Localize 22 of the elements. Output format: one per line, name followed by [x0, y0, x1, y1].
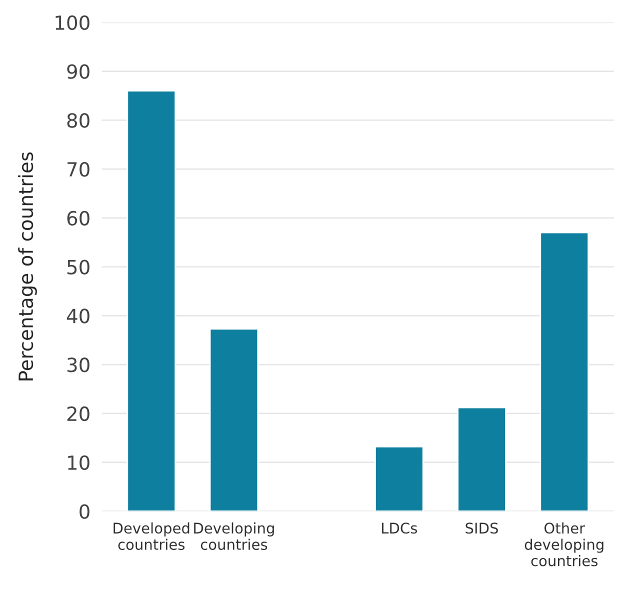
y-tick-label: 10 — [68, 455, 90, 470]
bar — [540, 232, 590, 512]
y-tick-label: 30 — [67, 358, 90, 372]
x-tick-label: Developing countries — [194, 522, 274, 550]
y-tick-label: 20 — [67, 406, 90, 422]
bar — [126, 90, 176, 512]
y-tick-label: 80 — [67, 113, 90, 128]
y-tick-label: 100 — [56, 15, 90, 30]
y-tick-label: 90 — [67, 64, 90, 79]
bar — [457, 406, 506, 512]
y-axis-title: Percentage of countries — [18, 152, 37, 380]
bar — [374, 446, 424, 512]
x-tick-label: Developed countries — [114, 522, 190, 550]
x-tick-label: Other developing countries — [524, 522, 604, 566]
y-tick-label: 60 — [67, 210, 90, 226]
x-tick-label: LDCs — [382, 522, 418, 534]
y-tick-label: 0 — [80, 504, 90, 519]
bar — [209, 328, 259, 512]
y-tick-label: 40 — [66, 308, 90, 324]
x-tick-label: SIDS — [466, 522, 498, 534]
y-tick-label: 70 — [68, 162, 90, 177]
y-tick-label: 50 — [67, 260, 90, 274]
